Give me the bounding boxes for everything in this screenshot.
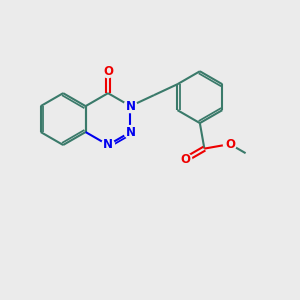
Text: N: N [103, 139, 113, 152]
Circle shape [179, 153, 192, 166]
Circle shape [101, 65, 115, 78]
Circle shape [124, 100, 137, 112]
Text: O: O [225, 138, 235, 151]
Text: N: N [125, 125, 136, 139]
Circle shape [124, 126, 137, 139]
Text: O: O [180, 153, 190, 166]
Circle shape [224, 138, 236, 151]
Text: N: N [125, 100, 136, 112]
Text: O: O [103, 64, 113, 78]
Circle shape [101, 139, 115, 152]
